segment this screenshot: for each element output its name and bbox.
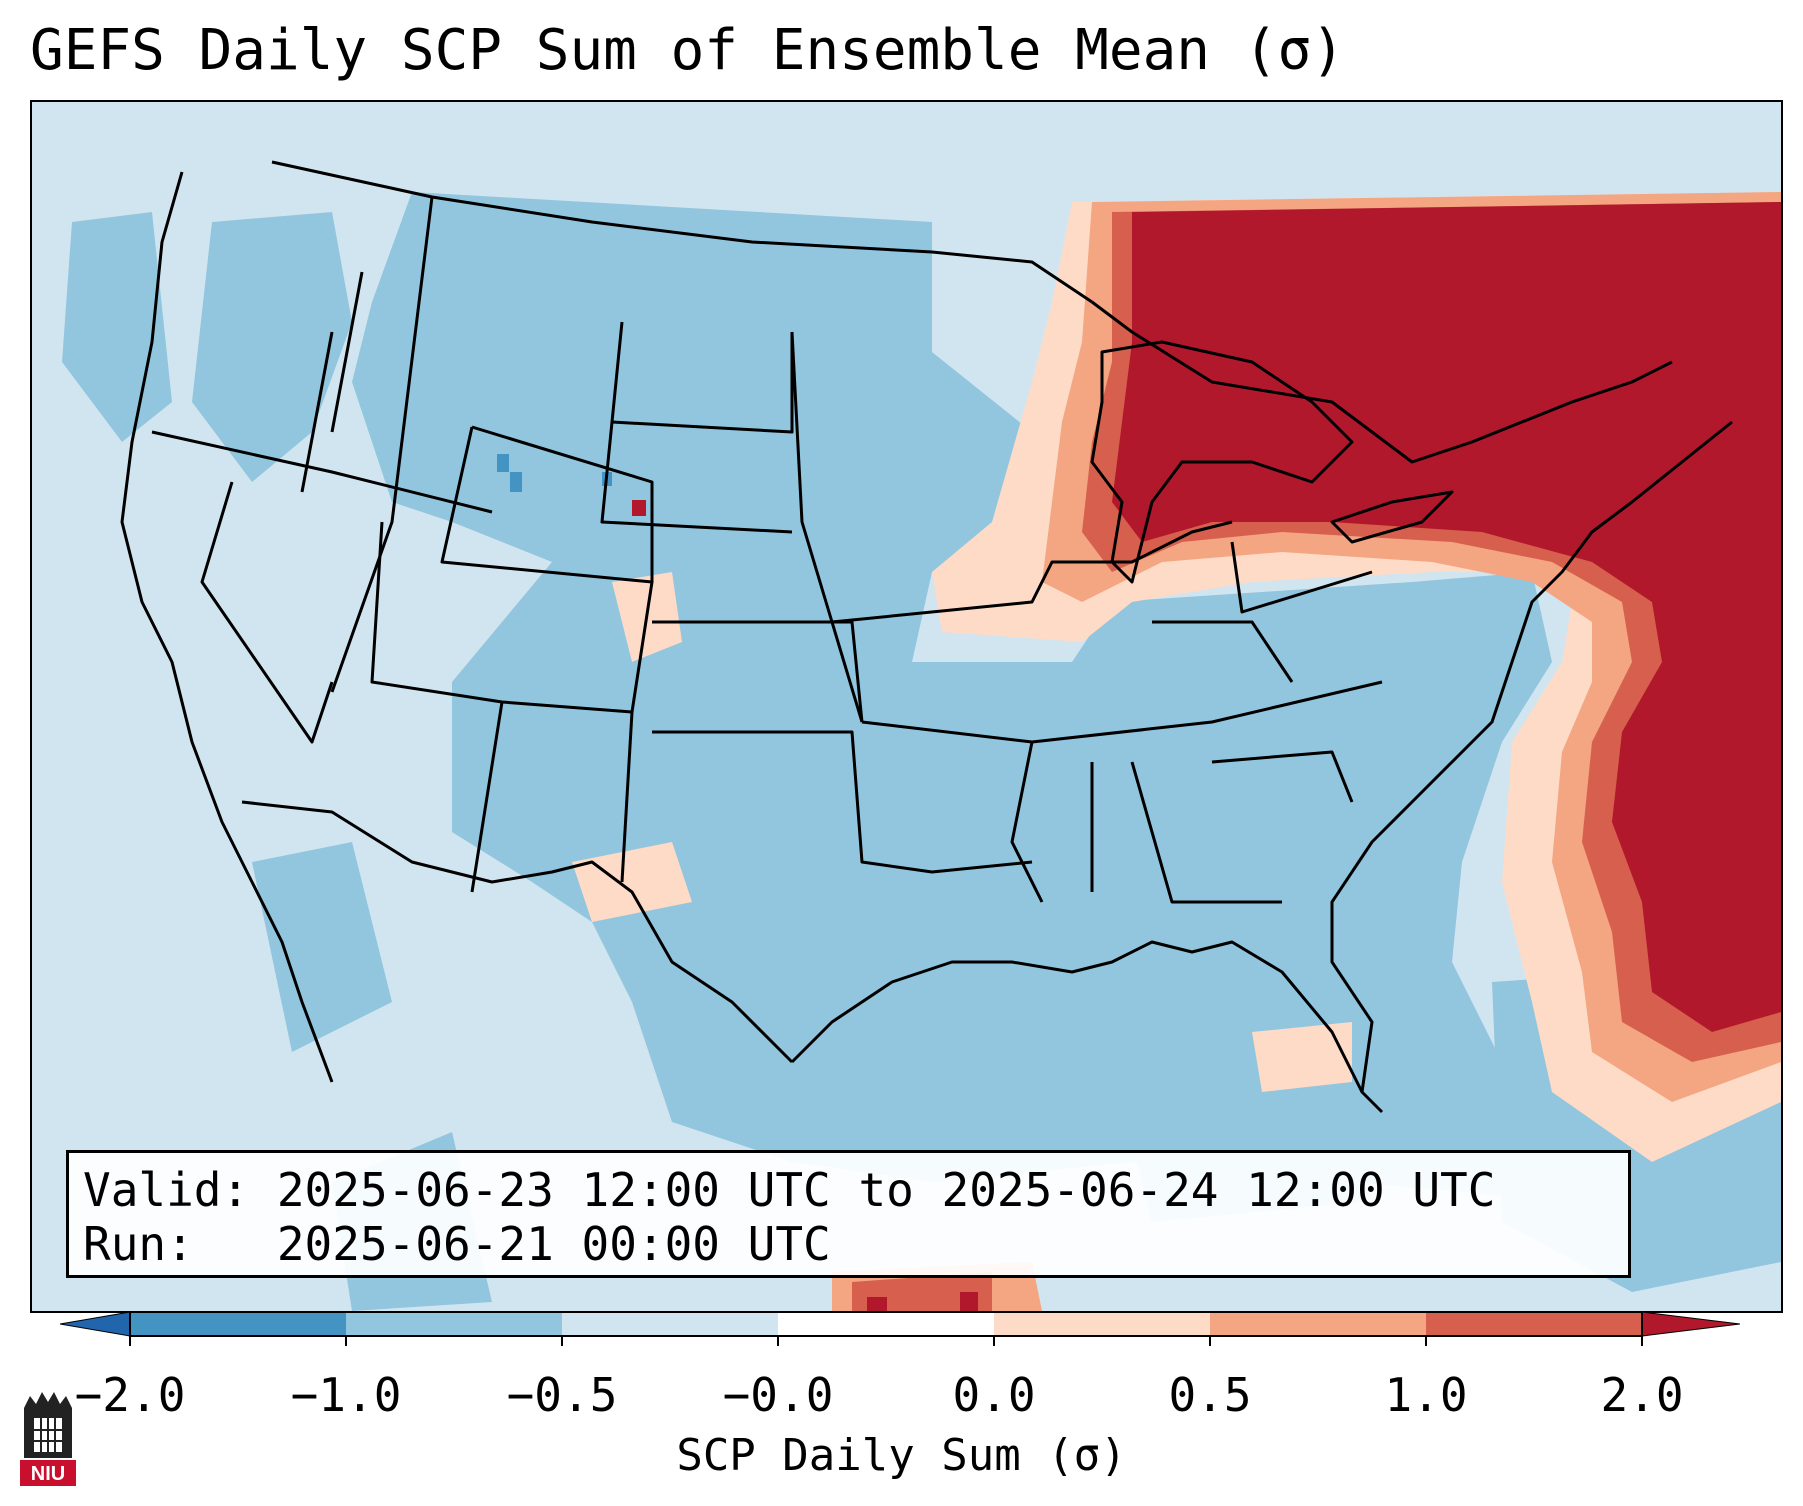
valid-time-box: Valid: 2025-06-23 12:00 UTC to 2025-06-2… (66, 1150, 1631, 1278)
map-canvas (32, 102, 1781, 1311)
field-extreme-spot (632, 500, 646, 516)
colorbar-label: SCP Daily Sum (σ) (676, 1430, 1127, 1481)
colorbar-extend-high (1641, 1312, 1740, 1337)
colorbar-segment-7 (1426, 1312, 1642, 1336)
colorbar-tick-label: 1.0 (1384, 1368, 1468, 1422)
colorbar-tick-label: −0.0 (722, 1368, 834, 1422)
colorbar-segment-5 (994, 1312, 1210, 1336)
field-extreme-positive-regions (632, 202, 1781, 1311)
colorbar-segment-1 (130, 1312, 346, 1336)
map-panel[interactable] (30, 100, 1783, 1313)
colorbar-extend-low (60, 1312, 131, 1337)
colorbar-segment-4 (778, 1312, 994, 1336)
colorbar-tick-label: −2.0 (74, 1368, 186, 1422)
colorbar-tick-label: 0.0 (952, 1368, 1036, 1422)
colorbar-tick-label: −1.0 (290, 1368, 402, 1422)
niu-logo: NIU (20, 1392, 76, 1486)
political-boundaries (120, 160, 1733, 1114)
colorbar-tick-label: 0.5 (1168, 1368, 1252, 1422)
colorbar-segment-3 (562, 1312, 778, 1336)
colorbar-tick-label: −0.5 (506, 1368, 618, 1422)
colorbar (60, 1312, 1740, 1346)
valid-range-text: Valid: 2025-06-23 12:00 UTC to 2025-06-2… (83, 1163, 1496, 1217)
colorbar-tick-label: 2.0 (1600, 1368, 1684, 1422)
map-title: GEFS Daily SCP Sum of Ensemble Mean (σ) (30, 18, 1345, 83)
colorbar-segment-2 (346, 1312, 562, 1336)
run-time-text: Run: 2025-06-21 00:00 UTC (83, 1217, 831, 1271)
niu-logo-text: NIU (31, 1463, 65, 1485)
colorbar-segment-6 (1210, 1312, 1426, 1336)
